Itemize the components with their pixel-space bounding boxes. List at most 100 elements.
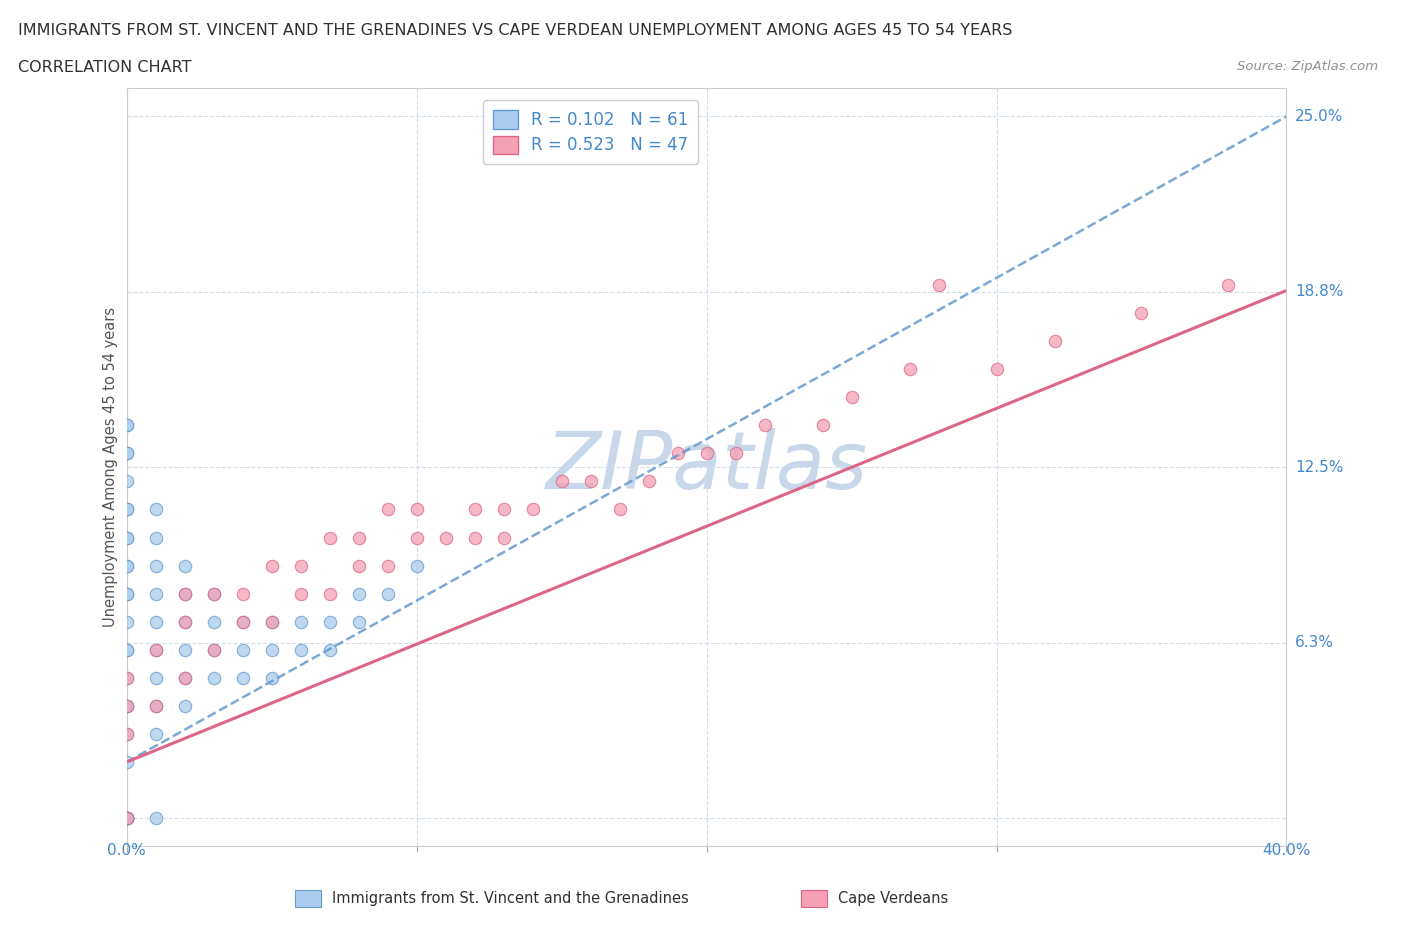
Point (115, 698, 138, 713)
Point (145, 558, 167, 573)
Point (173, 586, 195, 601)
Point (1043, 334, 1066, 349)
Point (115, 643, 138, 658)
Point (609, 502, 631, 517)
Point (318, 643, 340, 658)
Point (115, 502, 138, 517)
Point (173, 643, 195, 658)
Point (115, 615, 138, 630)
Y-axis label: Unemployment Among Ages 45 to 54 years: Unemployment Among Ages 45 to 54 years (103, 307, 118, 628)
Point (115, 726, 138, 741)
Text: CORRELATION CHART: CORRELATION CHART (18, 60, 191, 75)
Point (115, 811, 138, 826)
Text: 12.5%: 12.5% (1295, 459, 1343, 475)
Point (492, 530, 515, 545)
Point (145, 811, 167, 826)
Text: Source: ZipAtlas.com: Source: ZipAtlas.com (1237, 60, 1378, 73)
Point (754, 418, 776, 432)
Text: Immigrants from St. Vincent and the Grenadines: Immigrants from St. Vincent and the Gren… (332, 891, 689, 906)
Point (173, 586, 195, 601)
Point (260, 643, 283, 658)
Point (145, 643, 167, 658)
Legend: R = 0.102   N = 61, R = 0.523   N = 47: R = 0.102 N = 61, R = 0.523 N = 47 (482, 100, 699, 165)
Point (173, 698, 195, 713)
Point (522, 502, 544, 517)
Point (115, 445, 138, 460)
Point (347, 558, 370, 573)
Point (405, 530, 427, 545)
Point (347, 615, 370, 630)
Text: 25.0%: 25.0% (1295, 109, 1343, 124)
Point (115, 530, 138, 545)
Point (115, 698, 138, 713)
Point (231, 586, 253, 601)
Point (695, 445, 717, 460)
Point (173, 615, 195, 630)
Point (115, 811, 138, 826)
Point (115, 643, 138, 658)
Point (173, 615, 195, 630)
Point (231, 615, 253, 630)
Point (115, 811, 138, 826)
Point (202, 671, 225, 685)
Point (290, 558, 312, 573)
Point (145, 698, 167, 713)
Point (115, 698, 138, 713)
Point (260, 615, 283, 630)
Point (202, 643, 225, 658)
Point (1130, 305, 1153, 320)
Point (115, 558, 138, 573)
Text: 18.8%: 18.8% (1295, 285, 1343, 299)
Point (377, 502, 399, 517)
Point (202, 586, 225, 601)
Point (260, 615, 283, 630)
Point (405, 558, 427, 573)
Point (173, 558, 195, 573)
Point (115, 754, 138, 769)
Point (202, 615, 225, 630)
Point (579, 474, 602, 489)
Point (115, 418, 138, 432)
Point (115, 586, 138, 601)
Point (928, 277, 950, 292)
Point (145, 615, 167, 630)
Point (724, 445, 747, 460)
Point (115, 445, 138, 460)
Point (318, 530, 340, 545)
Point (115, 726, 138, 741)
Point (145, 671, 167, 685)
Point (318, 586, 340, 601)
Point (492, 502, 515, 517)
Text: ZIPatlas: ZIPatlas (546, 429, 868, 506)
Point (115, 418, 138, 432)
Point (173, 671, 195, 685)
Point (405, 502, 427, 517)
Point (145, 698, 167, 713)
Point (115, 811, 138, 826)
Point (550, 474, 572, 489)
Point (898, 362, 921, 377)
Point (986, 362, 1008, 377)
Text: 0.0%: 0.0% (107, 844, 146, 858)
Text: 6.3%: 6.3% (1295, 635, 1334, 650)
Point (145, 643, 167, 658)
Text: IMMIGRANTS FROM ST. VINCENT AND THE GRENADINES VS CAPE VERDEAN UNEMPLOYMENT AMON: IMMIGRANTS FROM ST. VINCENT AND THE GREN… (18, 23, 1012, 38)
Point (115, 586, 138, 601)
Point (260, 671, 283, 685)
Point (115, 811, 138, 826)
Point (231, 615, 253, 630)
Point (637, 474, 659, 489)
Point (115, 811, 138, 826)
Point (464, 530, 486, 545)
Point (115, 671, 138, 685)
Text: Cape Verdeans: Cape Verdeans (838, 891, 948, 906)
Point (145, 502, 167, 517)
Point (202, 586, 225, 601)
Point (115, 811, 138, 826)
Point (347, 586, 370, 601)
Point (290, 615, 312, 630)
Point (115, 671, 138, 685)
Point (841, 390, 863, 405)
Text: 40.0%: 40.0% (1263, 844, 1310, 858)
Point (377, 586, 399, 601)
